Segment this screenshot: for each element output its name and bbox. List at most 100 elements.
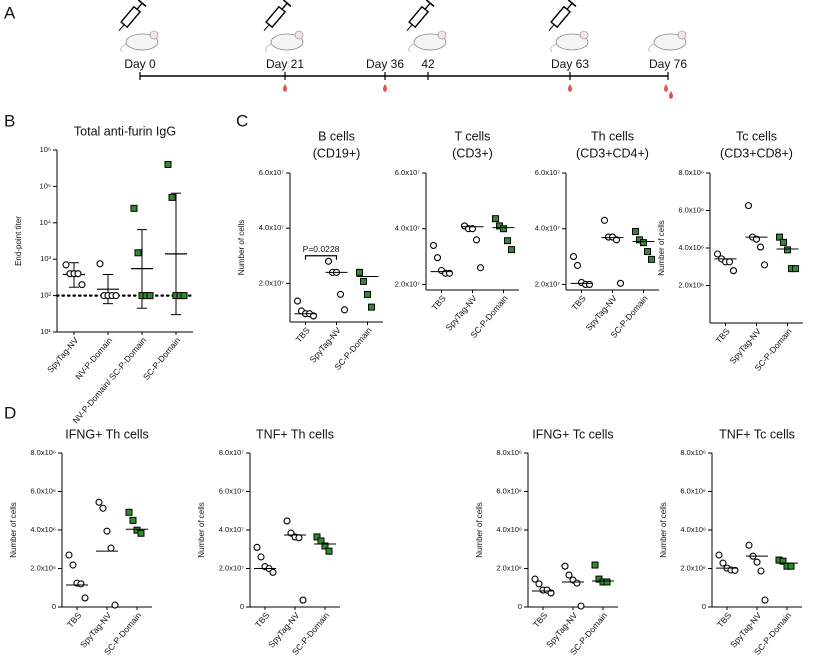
x-tick-label: NV-P-Domain/ SC-P-Domain bbox=[70, 335, 148, 425]
y-tick-label: 2.0x10⁷ bbox=[219, 563, 245, 572]
data-point bbox=[535, 580, 543, 588]
syringe-body bbox=[550, 5, 572, 29]
y-axis-label: Number of cells bbox=[9, 502, 18, 558]
y-tick-label: 6.0x10⁶ bbox=[678, 205, 704, 214]
data-point bbox=[164, 160, 172, 168]
y-tick-label: 10² bbox=[40, 291, 51, 300]
mouse-icon bbox=[653, 33, 687, 51]
y-tick-label: 8.0x10⁶ bbox=[496, 448, 522, 457]
data-point bbox=[325, 547, 333, 555]
data-point bbox=[78, 281, 86, 289]
y-tick-label: 4.0x10⁷ bbox=[259, 223, 285, 232]
x-tick-label: TBS bbox=[429, 293, 447, 312]
data-point bbox=[99, 504, 107, 512]
day-label: Day 76 bbox=[649, 57, 687, 71]
syringe-handle bbox=[567, 0, 577, 7]
data-point bbox=[125, 508, 133, 516]
data-point bbox=[780, 238, 787, 246]
mouse-ear bbox=[437, 30, 447, 40]
data-point bbox=[561, 562, 569, 570]
day-label: Day 21 bbox=[266, 57, 304, 71]
data-point bbox=[719, 559, 727, 567]
x-tick-label: SpyTag-NV bbox=[45, 335, 81, 375]
data-point bbox=[729, 267, 738, 275]
syringe-needle bbox=[548, 24, 555, 32]
syringe-plunger bbox=[424, 2, 431, 10]
syringe-needle bbox=[406, 24, 413, 32]
y-axis-label: Number of cells bbox=[657, 220, 666, 276]
data-point bbox=[745, 541, 753, 549]
y-tick-label: 6.0x10⁷ bbox=[259, 168, 285, 177]
data-point bbox=[103, 527, 111, 535]
y-tick-label: 10⁶ bbox=[40, 145, 51, 154]
data-point bbox=[725, 258, 734, 266]
y-tick-label: 10⁴ bbox=[39, 218, 51, 227]
y-tick-label: 2.0x10⁶ bbox=[496, 563, 522, 572]
chart-title: Tc cells bbox=[736, 129, 777, 143]
mouse-tail bbox=[120, 43, 127, 53]
mouse-tail bbox=[550, 43, 557, 53]
mouse-ear bbox=[149, 30, 159, 40]
data-point bbox=[69, 561, 77, 569]
mouse-icon bbox=[555, 33, 589, 51]
data-point bbox=[603, 578, 611, 586]
y-tick-label: 4.0x10⁷ bbox=[395, 224, 421, 233]
data-point bbox=[644, 248, 651, 256]
data-point bbox=[744, 202, 753, 210]
mouse-icon bbox=[413, 33, 447, 51]
syringe-needle bbox=[118, 24, 125, 32]
data-point bbox=[476, 264, 485, 272]
data-point bbox=[340, 306, 349, 314]
mouse-ear bbox=[677, 30, 687, 40]
panel-label: D bbox=[4, 403, 16, 422]
syringe-body bbox=[408, 5, 430, 29]
data-point bbox=[96, 260, 104, 268]
x-tick-label: TBS bbox=[65, 610, 83, 629]
data-point bbox=[95, 498, 103, 506]
timeline: Day 0 Day 21 Day 36 42 Day 63 Day 76 bbox=[118, 0, 687, 99]
blood-drop bbox=[383, 84, 387, 92]
data-point bbox=[577, 602, 585, 610]
y-axis-label: Number of cells bbox=[197, 502, 206, 558]
x-tick-label: TBS bbox=[715, 610, 733, 629]
mouse-icon bbox=[125, 33, 159, 51]
y-tick-label: 10⁵ bbox=[40, 181, 51, 190]
data-point bbox=[504, 237, 511, 245]
syringe-body bbox=[265, 5, 287, 29]
data-point bbox=[360, 277, 367, 285]
data-point bbox=[107, 544, 115, 552]
data-point bbox=[756, 243, 765, 251]
data-point bbox=[632, 228, 639, 235]
data-point bbox=[433, 254, 442, 262]
data-point bbox=[761, 596, 769, 604]
x-tick-label: TBS bbox=[713, 326, 731, 345]
y-tick-label: 4.0x10⁶ bbox=[496, 525, 522, 534]
data-point bbox=[648, 255, 655, 263]
data-point bbox=[776, 233, 783, 241]
syringe-icon bbox=[548, 0, 577, 32]
chart-subtitle: (CD3+) bbox=[452, 146, 493, 160]
data-point bbox=[792, 265, 799, 273]
data-point bbox=[62, 261, 70, 269]
x-tick-label: TBS bbox=[253, 610, 271, 629]
data-point bbox=[257, 553, 265, 561]
data-point bbox=[269, 568, 277, 576]
y-tick-label: 2.0x10⁶ bbox=[678, 280, 704, 289]
data-point bbox=[715, 551, 723, 559]
y-tick-label: 0 bbox=[518, 602, 522, 611]
data-point bbox=[74, 270, 82, 278]
mouse-icon bbox=[270, 33, 304, 51]
data-point bbox=[508, 246, 515, 254]
y-axis-label: Number of cells bbox=[659, 502, 668, 558]
data-point bbox=[573, 579, 581, 587]
x-tick-label: TBS bbox=[293, 325, 311, 344]
y-tick-label: 4.0x10⁶ bbox=[30, 525, 56, 534]
panel-label: A bbox=[4, 3, 16, 22]
y-tick-label: 6.0x10⁶ bbox=[496, 486, 522, 495]
blood-drop bbox=[568, 84, 572, 92]
data-point bbox=[65, 551, 73, 559]
chart-title: TNF+ Tc cells bbox=[719, 427, 795, 441]
y-tick-label: 4.0x10⁶ bbox=[678, 243, 704, 252]
data-point bbox=[309, 312, 318, 320]
data-point bbox=[313, 533, 321, 541]
